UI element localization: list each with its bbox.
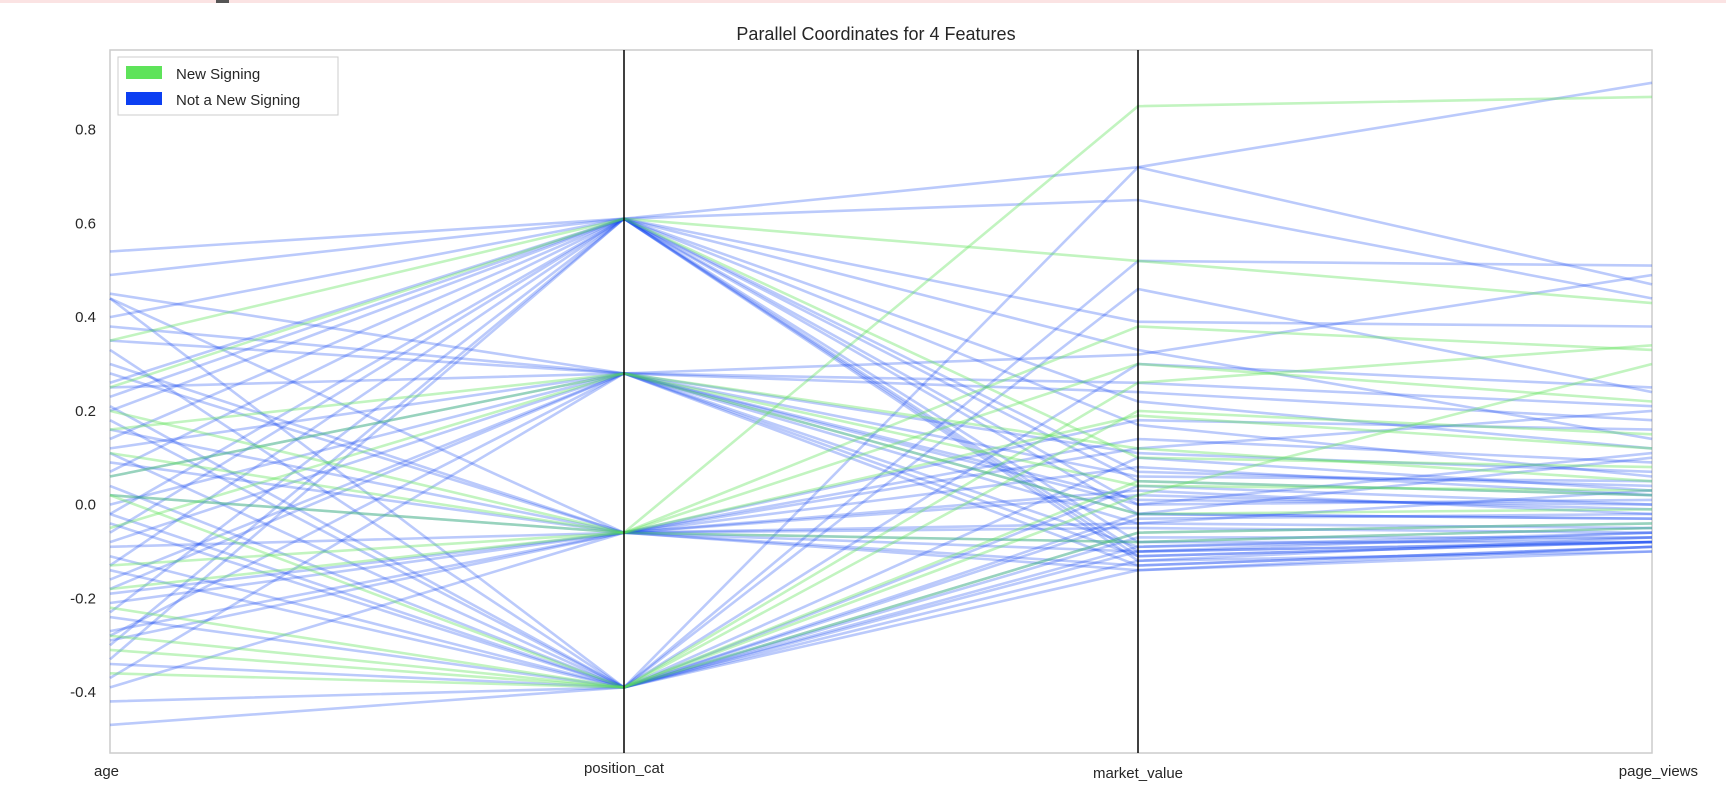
data-line — [109, 217, 1653, 563]
axis-name-page-views: page_views — [1619, 763, 1698, 780]
data-line — [109, 493, 1653, 553]
chart-title: Parallel Coordinates for 4 Features — [736, 24, 1015, 44]
data-line — [109, 550, 1653, 727]
data-line — [109, 217, 1653, 661]
data-line — [109, 287, 1653, 689]
data-line — [109, 362, 1653, 689]
data-line — [109, 372, 1653, 558]
data-line — [109, 362, 1653, 689]
data-line — [109, 372, 1653, 581]
data-line — [109, 273, 1653, 375]
data-line — [109, 479, 1653, 689]
y-tick-label: -0.2 — [70, 590, 96, 607]
data-line — [109, 531, 1653, 633]
data-line — [109, 362, 1653, 535]
data-line — [109, 95, 1653, 535]
data-line — [109, 292, 1653, 516]
data-line — [109, 217, 1653, 614]
data-line — [109, 217, 1653, 567]
data-line — [109, 344, 1653, 689]
data-line — [109, 372, 1653, 680]
data-line — [109, 372, 1653, 483]
data-line — [109, 259, 1653, 690]
data-line — [109, 371, 1653, 637]
data-line — [109, 372, 1653, 572]
data-line — [109, 526, 1653, 595]
axis-name-labels: age position_cat market_value page_views — [94, 760, 1698, 782]
data-line — [109, 372, 1653, 591]
y-tick-label: 0.4 — [75, 309, 96, 326]
y-tick-label: 0.0 — [75, 497, 96, 514]
y-tick-label: 0.6 — [75, 215, 96, 232]
data-line — [109, 522, 1653, 689]
data-line — [109, 372, 1653, 408]
data-line — [109, 414, 1653, 591]
axis-name-position-cat: position_cat — [584, 760, 665, 777]
legend-label-not-new-signing: Not a New Signing — [176, 92, 300, 109]
data-line — [109, 456, 1653, 689]
data-line — [109, 372, 1653, 492]
data-line — [109, 217, 1653, 544]
data-line — [109, 217, 1653, 469]
data-line — [109, 297, 1653, 535]
data-line — [109, 493, 1653, 642]
top-strip — [0, 0, 1726, 3]
data-line — [109, 217, 1653, 473]
data-line — [109, 522, 1653, 689]
data-line — [109, 372, 1653, 516]
data-line — [109, 217, 1653, 328]
cursor-mark — [216, 0, 229, 3]
data-line — [109, 217, 1653, 647]
data-line — [109, 405, 1653, 689]
data-line — [109, 437, 1653, 549]
data-line — [109, 536, 1652, 703]
data-line — [109, 372, 1653, 567]
data-line — [109, 217, 1653, 553]
feature-axes-layer — [623, 50, 1139, 753]
data-line — [109, 217, 1653, 488]
data-line — [109, 461, 1653, 535]
data-line — [109, 372, 1653, 530]
plot-frame — [109, 49, 1653, 754]
y-tick-labels: -0.4 -0.2 0.0 0.2 0.4 0.6 0.8 — [70, 122, 96, 701]
legend-swatch-not-new-signing — [126, 92, 162, 105]
data-line — [109, 409, 1653, 689]
data-line — [109, 217, 1653, 516]
data-line — [109, 428, 1653, 535]
data-line — [109, 81, 1653, 689]
series-new-signing — [109, 95, 1653, 689]
data-line — [109, 409, 1653, 544]
data-line — [109, 545, 1653, 689]
data-line — [109, 531, 1652, 605]
data-line — [109, 325, 1653, 474]
data-line — [109, 217, 1653, 506]
data-line — [109, 362, 1653, 567]
data-line — [109, 198, 1653, 300]
y-tick-label: -0.4 — [70, 684, 96, 701]
data-line — [109, 325, 1653, 535]
series-not-new-signing — [109, 81, 1653, 727]
axis-name-market-value: market_value — [1093, 765, 1183, 782]
data-line — [109, 522, 1653, 689]
legend-label-new-signing: New Signing — [176, 66, 260, 83]
polylines-layer — [109, 81, 1653, 727]
y-tick-label: 0.2 — [75, 403, 96, 420]
data-line — [109, 217, 1653, 342]
data-line — [109, 165, 1653, 286]
y-tick-label: 0.8 — [75, 122, 96, 139]
data-line — [109, 419, 1653, 689]
legend: New Signing Not a New Signing — [117, 56, 339, 116]
axis-name-age: age — [94, 763, 119, 780]
data-line — [109, 372, 1653, 525]
data-line — [109, 484, 1653, 689]
data-line — [109, 348, 1653, 689]
legend-swatch-new-signing — [126, 66, 162, 79]
data-line — [109, 484, 1653, 689]
